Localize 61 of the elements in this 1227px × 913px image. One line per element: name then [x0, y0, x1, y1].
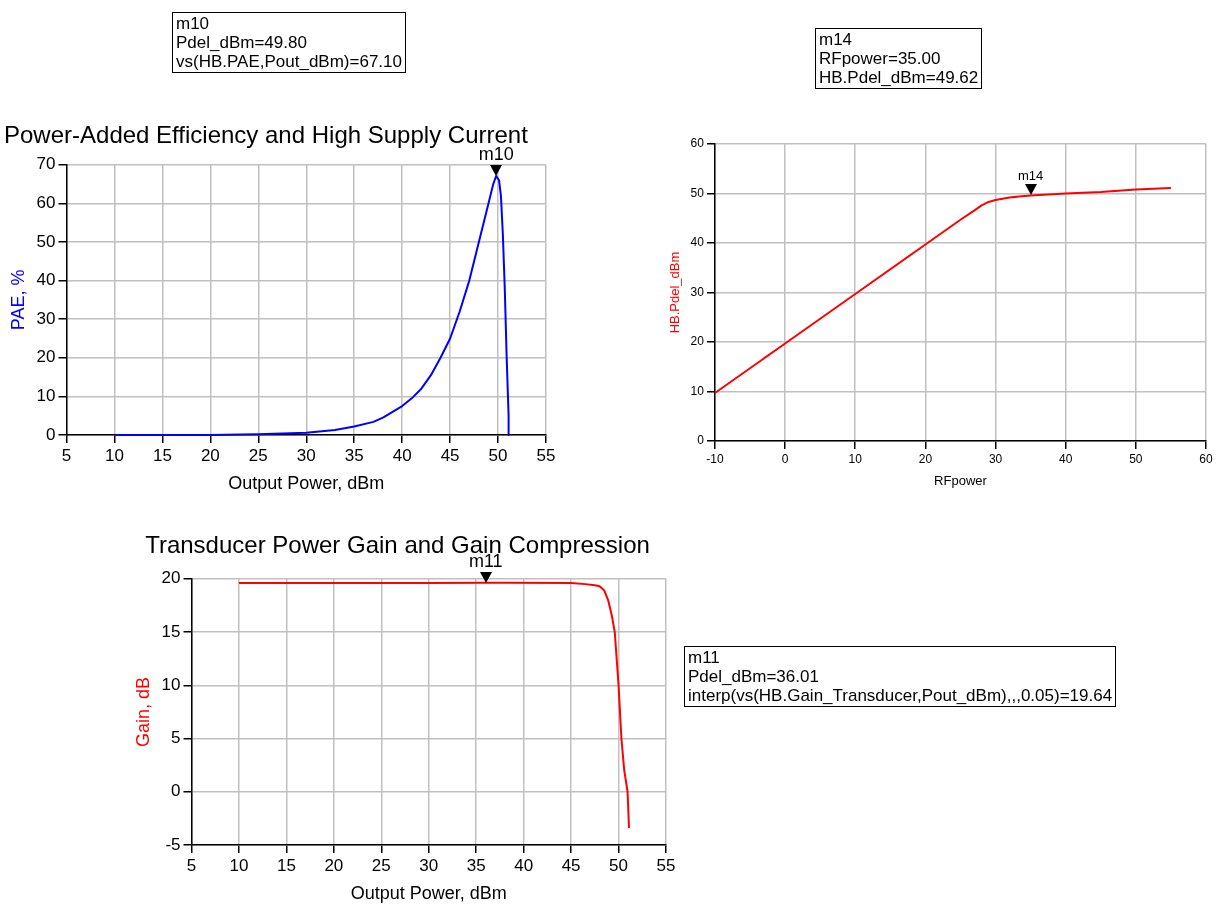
y-tick-label: -5: [165, 834, 181, 854]
y-tick-label: 50: [690, 185, 705, 200]
x-tick-label: -10: [706, 451, 724, 466]
y-tick-label: 30: [690, 284, 705, 299]
y-tick-label: 0: [171, 781, 181, 801]
x-tick-label: 45: [561, 855, 581, 875]
x-tick-label: 35: [466, 855, 486, 875]
y-tick-label: 10: [161, 674, 181, 694]
text: m11 Pdel_dBm=36.01 interp(vs(HB.Gain_Transducer,Pout_dBm),,,0.05)=19.64: [684, 646, 1117, 707]
x-axis-title: Output Power, dBm: [350, 883, 507, 904]
x-tick-label: 60: [1199, 451, 1213, 466]
y-tick-label: 15: [161, 621, 181, 641]
y-tick-label: 60: [36, 193, 56, 213]
text: m10 Pdel_dBm=49.80 vs(HB.PAE,Pout_dBm)=67.10: [172, 12, 406, 73]
y-tick-label: 10: [690, 383, 705, 398]
annotation: m14: [1017, 168, 1044, 184]
x-tick-label: 30: [988, 451, 1003, 466]
y-tick-label: 20: [161, 568, 181, 588]
x-tick-label: 50: [609, 855, 629, 875]
y-axis-title: HB.Pdel_dBm: [667, 251, 683, 334]
x-tick-label: 0: [781, 451, 789, 466]
x-tick-label: 55: [656, 855, 676, 875]
x-tick-label: 55: [536, 445, 556, 465]
x-tick-label: 10: [229, 855, 249, 875]
x-tick-label: 20: [918, 451, 933, 466]
y-tick-label: 70: [36, 154, 56, 174]
x-tick-label: 10: [105, 445, 124, 465]
x-tick-label: 30: [419, 855, 439, 875]
y-tick-label: 0: [697, 433, 705, 448]
y-axis-title: PAE, %: [7, 269, 28, 331]
x-tick-label: 25: [371, 855, 391, 875]
x-axis-title: Output Power, dBm: [228, 473, 385, 494]
x-tick-label: 40: [392, 445, 412, 465]
annotation: m10: [478, 143, 514, 164]
x-tick-label: 35: [344, 445, 364, 465]
x-tick-label: 10: [848, 451, 863, 466]
x-tick-label: 40: [514, 855, 534, 875]
text: m14 RFpower=35.00 HB.Pdel_dBm=49.62: [815, 28, 983, 89]
x-tick-label: 30: [296, 445, 316, 465]
y-tick-label: 40: [690, 235, 705, 250]
x-tick-label: 5: [61, 445, 72, 465]
y-tick-label: 30: [36, 308, 56, 328]
x-tick-label: 5: [186, 855, 197, 875]
y-axis-title: Gain, dB: [132, 676, 153, 747]
y-tick-label: 20: [36, 347, 56, 367]
y-tick-label: 20: [690, 334, 705, 349]
y-tick-label: 10: [36, 386, 56, 406]
x-tick-label: 50: [488, 445, 508, 465]
y-tick-label: 60: [690, 136, 705, 151]
x-tick-label: 45: [440, 445, 460, 465]
y-tick-label: 40: [36, 270, 56, 290]
y-tick-label: 50: [36, 231, 56, 251]
y-tick-label: 5: [171, 728, 181, 748]
x-axis-title: RFpower: [934, 472, 988, 488]
x-tick-label: 15: [276, 855, 296, 875]
x-tick-label: 20: [324, 855, 344, 875]
x-tick-label: 20: [200, 445, 220, 465]
x-tick-label: 25: [248, 445, 268, 465]
x-tick-label: 40: [1059, 451, 1073, 466]
x-tick-label: 50: [1129, 451, 1143, 466]
y-tick-label: 0: [46, 424, 56, 444]
